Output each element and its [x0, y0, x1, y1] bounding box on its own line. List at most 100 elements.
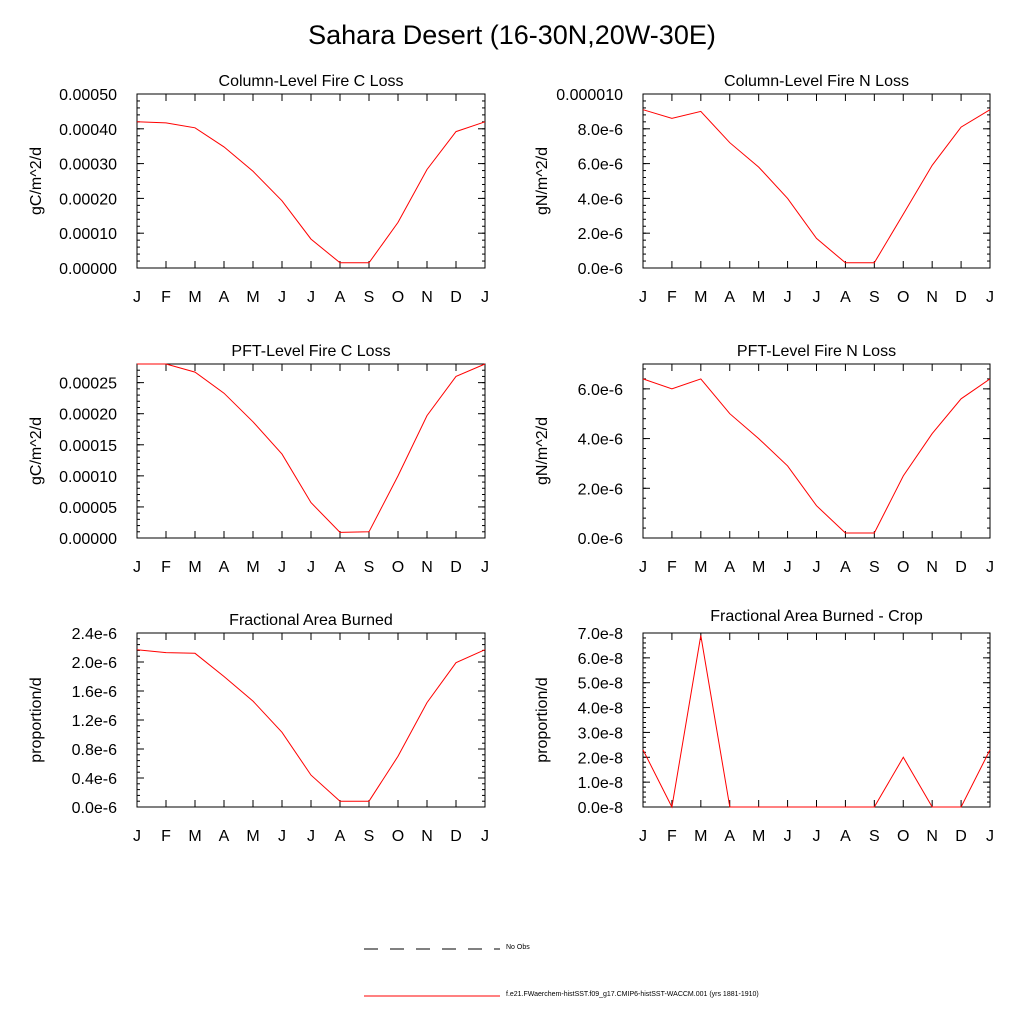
panel-2-xtick-label: A [724, 289, 735, 306]
panel-1-ytick-label: 0.00030 [59, 157, 117, 174]
panel-3-ytick-label: 0.00025 [59, 376, 117, 393]
panel-1-xtick-label: N [421, 289, 433, 306]
panel-2-ytick-label: 6.0e-6 [578, 157, 623, 174]
panel-5-xtick-label: J [278, 828, 286, 845]
panel-2-title: Column-Level Fire N Loss [724, 73, 909, 90]
panel-3-ylabel: gC/m^2/d [28, 417, 45, 485]
panel-3-ytick-label: 0.00000 [59, 531, 117, 548]
panel-4-ylabel: gN/m^2/d [534, 417, 551, 485]
panel-6-xtick-label: M [694, 828, 707, 845]
panel-3-ytick-label: 0.00005 [59, 500, 117, 517]
panel-5-ytick-label: 2.0e-6 [72, 655, 117, 672]
panel-2-xtick-label: F [667, 289, 677, 306]
panel-1-xtick-label: S [364, 289, 375, 306]
panel-4-ytick-label: 4.0e-6 [578, 432, 623, 449]
panel-1-ytick-label: 0.00010 [59, 226, 117, 243]
panel-6-series-line [642, 635, 991, 809]
panel-1-ytick-label: 0.00020 [59, 191, 117, 208]
panel-4-xtick-label: N [926, 559, 938, 576]
panel-3-xtick-label: D [450, 559, 462, 576]
panel-6-title: Fractional Area Burned - Crop [710, 608, 923, 625]
panel-2-xtick-label: S [869, 289, 880, 306]
panel-6-xtick-label: F [667, 828, 677, 845]
panel-5-ytick-label: 1.2e-6 [72, 713, 117, 730]
panel-2-xtick-label: D [955, 289, 967, 306]
panel-4-ytick-label: 2.0e-6 [578, 481, 623, 498]
panel-4-ytick-label: 6.0e-6 [578, 382, 623, 399]
panel-1-xtick-label: D [450, 289, 462, 306]
panel-2-ytick-label: 0.0e-6 [578, 261, 623, 278]
panel-3-frame [136, 363, 486, 539]
panel-2-xtick-label: J [784, 289, 792, 306]
panel-3-xtick-label: N [421, 559, 433, 576]
panel-4-xtick-label: J [986, 559, 994, 576]
panel-2-xtick-label: A [840, 289, 851, 306]
panel-5-xtick-label: A [335, 828, 346, 845]
panel-3-ytick-label: 0.00010 [59, 469, 117, 486]
panel-6-xtick-label: O [897, 828, 909, 845]
panel-6-xtick-label: N [926, 828, 938, 845]
panel-2-ytick-label: 0.000010 [556, 87, 623, 104]
panel-4-xtick-label: J [639, 559, 647, 576]
panel-6-ytick-label: 7.0e-8 [578, 626, 623, 643]
panel-3-series-line [137, 363, 486, 533]
panel-4-xtick-label: S [869, 559, 880, 576]
panel-6-xtick-label: A [840, 828, 851, 845]
panel-1-ytick-label: 0.00000 [59, 261, 117, 278]
panel-3-xtick-label: O [392, 559, 404, 576]
panel-5-ytick-label: 1.6e-6 [72, 684, 117, 701]
panel-5-frame [136, 632, 486, 808]
panel-4-ytick-label: 0.0e-6 [578, 531, 623, 548]
panel-6-xtick-label: D [955, 828, 967, 845]
panel-6-ytick-label: 1.0e-8 [578, 775, 623, 792]
legend-obs-label: No Obs [506, 944, 530, 951]
panel-2-xtick-label: M [694, 289, 707, 306]
panel-1-ytick-label: 0.00050 [59, 87, 117, 104]
panel-6-ytick-label: 5.0e-8 [578, 676, 623, 693]
panel-6-xtick-label: J [639, 828, 647, 845]
panel-4-xtick-label: O [897, 559, 909, 576]
panel-1-xtick-label: J [307, 289, 315, 306]
panel-3-xtick-label: S [364, 559, 375, 576]
panel-1-xtick-label: A [335, 289, 346, 306]
panel-2-xtick-label: O [897, 289, 909, 306]
panel-5-xtick-label: J [481, 828, 489, 845]
panel-4-xtick-label: M [752, 559, 765, 576]
panel-5-ytick-label: 0.8e-6 [72, 742, 117, 759]
panel-1-xtick-label: M [246, 289, 259, 306]
panel-2-ytick-label: 4.0e-6 [578, 191, 623, 208]
panel-5-ytick-label: 0.0e-6 [72, 800, 117, 817]
panel-1-ytick-label: 0.00040 [59, 122, 117, 139]
panel-3-xtick-label: M [246, 559, 259, 576]
panel-5-ylabel: proportion/d [28, 677, 45, 762]
panel-4-title: PFT-Level Fire N Loss [737, 343, 896, 360]
panel-6-ytick-label: 6.0e-8 [578, 651, 623, 668]
panel-4-xtick-label: F [667, 559, 677, 576]
panel-3-xtick-label: A [219, 559, 230, 576]
panel-3-xtick-label: J [307, 559, 315, 576]
panel-3-ytick-label: 0.00015 [59, 438, 117, 455]
panel-5-xtick-label: J [133, 828, 141, 845]
panel-5-xtick-label: M [188, 828, 201, 845]
panel-6-ylabel: proportion/d [534, 677, 551, 762]
panel-3-xtick-label: A [335, 559, 346, 576]
panel-6-xtick-label: S [869, 828, 880, 845]
panel-6-ytick-label: 2.0e-8 [578, 750, 623, 767]
panel-2-xtick-label: J [813, 289, 821, 306]
panel-1-xtick-label: O [392, 289, 404, 306]
panel-2-xtick-label: M [752, 289, 765, 306]
panel-6-ytick-label: 3.0e-8 [578, 725, 623, 742]
panel-2-frame [642, 93, 991, 269]
panel-4-xtick-label: D [955, 559, 967, 576]
panel-3-xtick-label: M [188, 559, 201, 576]
panel-1-xtick-label: M [188, 289, 201, 306]
panel-3-xtick-label: J [278, 559, 286, 576]
panel-1-xtick-label: J [481, 289, 489, 306]
panel-4-xtick-label: J [813, 559, 821, 576]
panel-2-xtick-label: J [639, 289, 647, 306]
panel-5-xtick-label: F [161, 828, 171, 845]
panel-5-xtick-label: M [246, 828, 259, 845]
panel-1-xtick-label: J [278, 289, 286, 306]
panel-2-xtick-label: N [926, 289, 938, 306]
panel-5-series-line [136, 649, 486, 802]
